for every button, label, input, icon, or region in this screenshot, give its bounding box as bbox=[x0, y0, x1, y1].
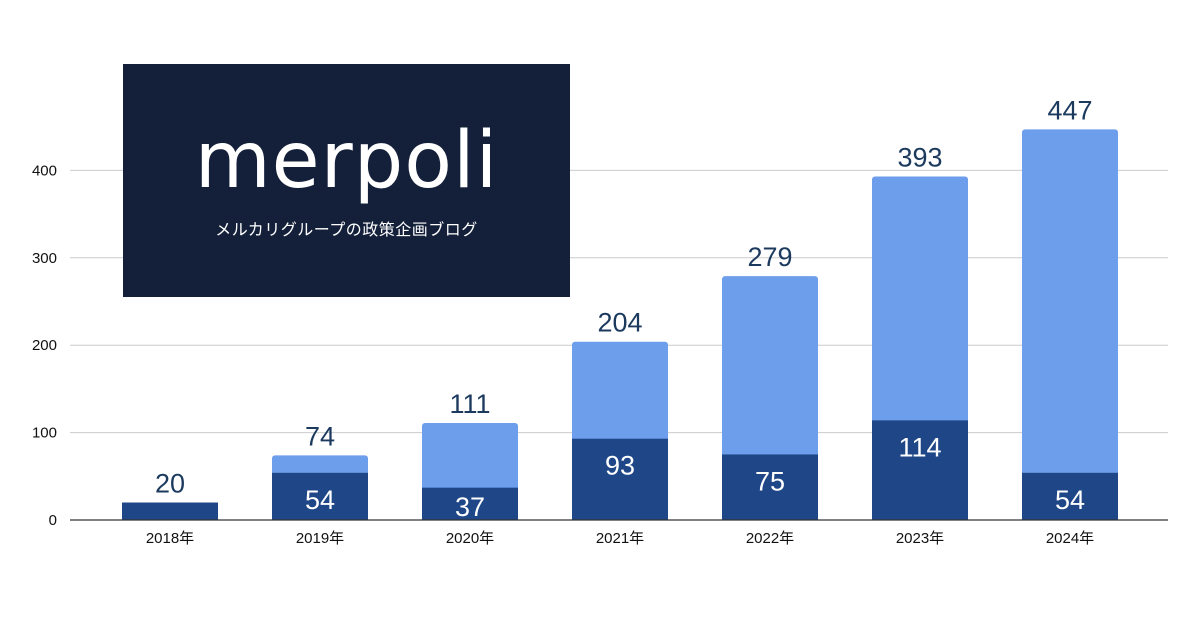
y-tick-label: 400 bbox=[32, 162, 57, 179]
bar-lower-segment bbox=[1022, 472, 1118, 520]
bar-inner-label: 75 bbox=[755, 466, 785, 496]
x-tick-label: 2018年 bbox=[146, 530, 194, 547]
bar-total-label: 204 bbox=[597, 308, 642, 338]
bar-upper-segment bbox=[422, 422, 518, 491]
x-tick-label: 2022年 bbox=[746, 530, 794, 547]
x-tick-label: 2023年 bbox=[896, 530, 944, 547]
x-tick-label: 2021年 bbox=[596, 530, 644, 547]
bar-lower-segment bbox=[722, 454, 818, 520]
x-tick-label: 2024年 bbox=[1046, 530, 1094, 547]
bar-upper-segment bbox=[272, 455, 368, 476]
y-tick-label: 200 bbox=[32, 337, 57, 354]
bar-upper-segment bbox=[572, 341, 668, 442]
bar-total-label: 20 bbox=[155, 469, 185, 499]
bar-upper-segment bbox=[872, 176, 968, 424]
logo-tagline: メルカリグループの政策企画ブログ bbox=[215, 220, 478, 239]
bar-inner-label: 54 bbox=[1055, 485, 1085, 515]
y-tick-label: 100 bbox=[32, 425, 57, 442]
x-tick-label: 2020年 bbox=[446, 530, 494, 547]
bar-lower-segment bbox=[272, 472, 368, 520]
bar-total-label: 111 bbox=[449, 389, 490, 419]
merpoli-logo-panel: merpoli メルカリグループの政策企画ブログ bbox=[123, 64, 570, 297]
bar-inner-label: 114 bbox=[898, 432, 941, 462]
bar-upper-segment bbox=[1022, 129, 1118, 476]
bar-inner-label: 54 bbox=[305, 485, 335, 515]
bar-lower-cap bbox=[122, 502, 218, 509]
bar-lower-segment bbox=[422, 487, 518, 520]
y-tick-label: 300 bbox=[32, 250, 57, 267]
bar-total-label: 447 bbox=[1047, 95, 1092, 125]
bar-lower-segment bbox=[872, 420, 968, 520]
bar-lower-segment bbox=[572, 438, 668, 520]
x-tick-label: 2019年 bbox=[296, 530, 344, 547]
bar-total-label: 279 bbox=[747, 242, 792, 272]
bar-total-label: 393 bbox=[897, 143, 942, 173]
bar-inner-label: 93 bbox=[605, 451, 635, 481]
bar-total-label: 74 bbox=[305, 421, 335, 451]
bar-upper-segment bbox=[722, 276, 818, 458]
bar-inner-label: 37 bbox=[455, 492, 485, 522]
logo-wordmark: merpoli bbox=[194, 116, 499, 206]
y-tick-label: 0 bbox=[49, 512, 57, 529]
